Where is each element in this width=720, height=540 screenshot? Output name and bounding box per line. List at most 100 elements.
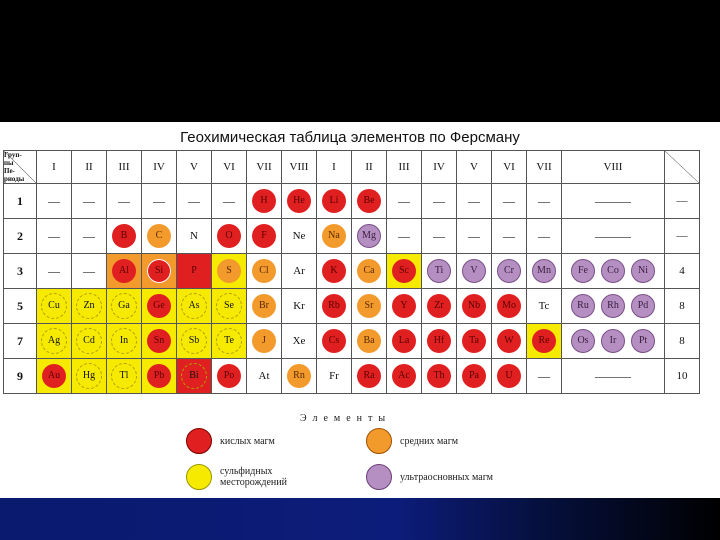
element-cell: Mo	[491, 288, 527, 324]
empty-dash: —	[468, 193, 480, 208]
table-row: 7 Ag Cd In Sn Sb Te J Xe Cs Ba La Hf Ta W Re Os Ir Pt 8	[3, 323, 700, 359]
element-symbol: Fr	[329, 370, 339, 382]
element-circle: Rn	[287, 364, 311, 388]
element-cell: Cd	[71, 323, 107, 359]
element-cell: —	[71, 183, 107, 219]
element-circle: Ni	[631, 259, 655, 283]
group-header: VIII	[281, 150, 317, 184]
corner-text: риоды	[4, 175, 25, 183]
element-circle: Br	[252, 294, 276, 318]
legend-label: ультраосновных магм	[400, 471, 493, 483]
element-cell: W	[491, 323, 527, 359]
element-circle: Th	[427, 364, 451, 388]
empty-dash: —	[48, 263, 60, 278]
element-cell: —	[36, 253, 72, 289]
element-circle: Ru	[571, 294, 595, 318]
group-header: IV	[141, 150, 177, 184]
element-circle: Ra	[357, 364, 381, 388]
element-circle: K	[322, 259, 346, 283]
slide-title: Геохимическая таблица элементов по Ферсм…	[180, 129, 520, 146]
legend-label: кислых магм	[220, 435, 275, 447]
element-cell: H	[246, 183, 282, 219]
element-cell: Zn	[71, 288, 107, 324]
element-cell: Cu	[36, 288, 72, 324]
element-symbol: Tc	[538, 300, 550, 312]
group-header: III	[106, 150, 142, 184]
empty-dash: —	[398, 193, 410, 208]
element-circle: La	[392, 329, 416, 353]
periodic-table: Груп-пы Пе-риоды I II III IV V VI VII VIII I II III I…	[3, 150, 700, 394]
element-cell: Pa	[456, 358, 492, 394]
element-symbol: Xe	[292, 335, 306, 347]
element-cell: J	[246, 323, 282, 359]
element-circle: Y	[392, 294, 416, 318]
element-symbol: Ag	[41, 328, 67, 354]
element-cell: Os Ir Pt	[561, 323, 665, 359]
element-symbol: N	[190, 230, 198, 242]
element-cell: —	[456, 183, 492, 219]
right-label: —	[664, 183, 700, 219]
empty-dash: —	[118, 193, 130, 208]
element-cell: —	[36, 183, 72, 219]
element-circle: Cl	[252, 259, 276, 283]
element-symbol: Cd	[76, 328, 102, 354]
element-cell: In	[106, 323, 142, 359]
element-cell: —	[526, 358, 562, 394]
corner-header: Груп-пы Пе-риоды	[3, 150, 37, 184]
element-circle: Ac	[392, 364, 416, 388]
element-cell: Bi	[176, 358, 212, 394]
element-cell: F	[246, 218, 282, 254]
group-header: V	[456, 150, 492, 184]
element-circle: Mn	[532, 259, 556, 283]
element-symbol: Ga	[111, 293, 137, 319]
element-cell: —	[491, 183, 527, 219]
slide: Геохимическая таблица элементов по Ферсм…	[0, 122, 720, 498]
empty-dash: —	[398, 228, 410, 243]
element-cell: Li	[316, 183, 352, 219]
element-cell: Na	[316, 218, 352, 254]
element-circle: Mo	[497, 294, 521, 318]
element-symbol: Te	[216, 328, 242, 354]
element-circle: C	[147, 224, 171, 248]
empty-dash: —	[538, 193, 550, 208]
element-symbol: Bi	[181, 363, 207, 389]
empty-dash: —	[83, 263, 95, 278]
element-circle: J	[252, 329, 276, 353]
element-cell: Cl	[246, 253, 282, 289]
element-cell: Ac	[386, 358, 422, 394]
element-cell: Sb	[176, 323, 212, 359]
legend-item-acid: кислых магм	[186, 428, 275, 454]
element-cell: B	[106, 218, 142, 254]
element-cell: Al	[106, 253, 142, 289]
element-cell: —	[421, 183, 457, 219]
element-cell: Y	[386, 288, 422, 324]
element-cell: —	[106, 183, 142, 219]
element-cell: ———	[561, 218, 665, 254]
empty-dash: —	[538, 228, 550, 243]
legend-label: сульфидных месторождений	[220, 466, 287, 488]
right-label: 8	[664, 288, 700, 324]
element-cell: Sc	[386, 253, 422, 289]
element-cell: —	[176, 183, 212, 219]
element-circle: Zr	[427, 294, 451, 318]
element-cell: As	[176, 288, 212, 324]
table-row: 9 Au Hg Tl Pb Bi Po At Rn Fr Ra Ac Th Pa U — ——— 10	[3, 358, 700, 394]
element-cell: Ag	[36, 323, 72, 359]
element-cell: Si	[141, 253, 177, 289]
right-label: 4	[664, 253, 700, 289]
element-circle: Ge	[147, 294, 171, 318]
element-cell: —	[491, 218, 527, 254]
element-cell: ———	[561, 183, 665, 219]
purple-circle-icon	[366, 464, 392, 490]
table-row: 2— — B C N O F Ne Na Mg — — — — — ——— —	[3, 218, 700, 254]
element-circle: Sn	[147, 329, 171, 353]
element-circle: He	[287, 189, 311, 213]
element-symbol: As	[181, 293, 207, 319]
legend-label: средних магм	[400, 435, 459, 447]
element-symbol: Tl	[111, 363, 137, 389]
element-circle: Ti	[427, 259, 451, 283]
element-cell: Nb	[456, 288, 492, 324]
slide-footer-band	[0, 498, 720, 540]
element-circle: Sc	[392, 259, 416, 283]
empty-dash: ———	[595, 368, 631, 383]
